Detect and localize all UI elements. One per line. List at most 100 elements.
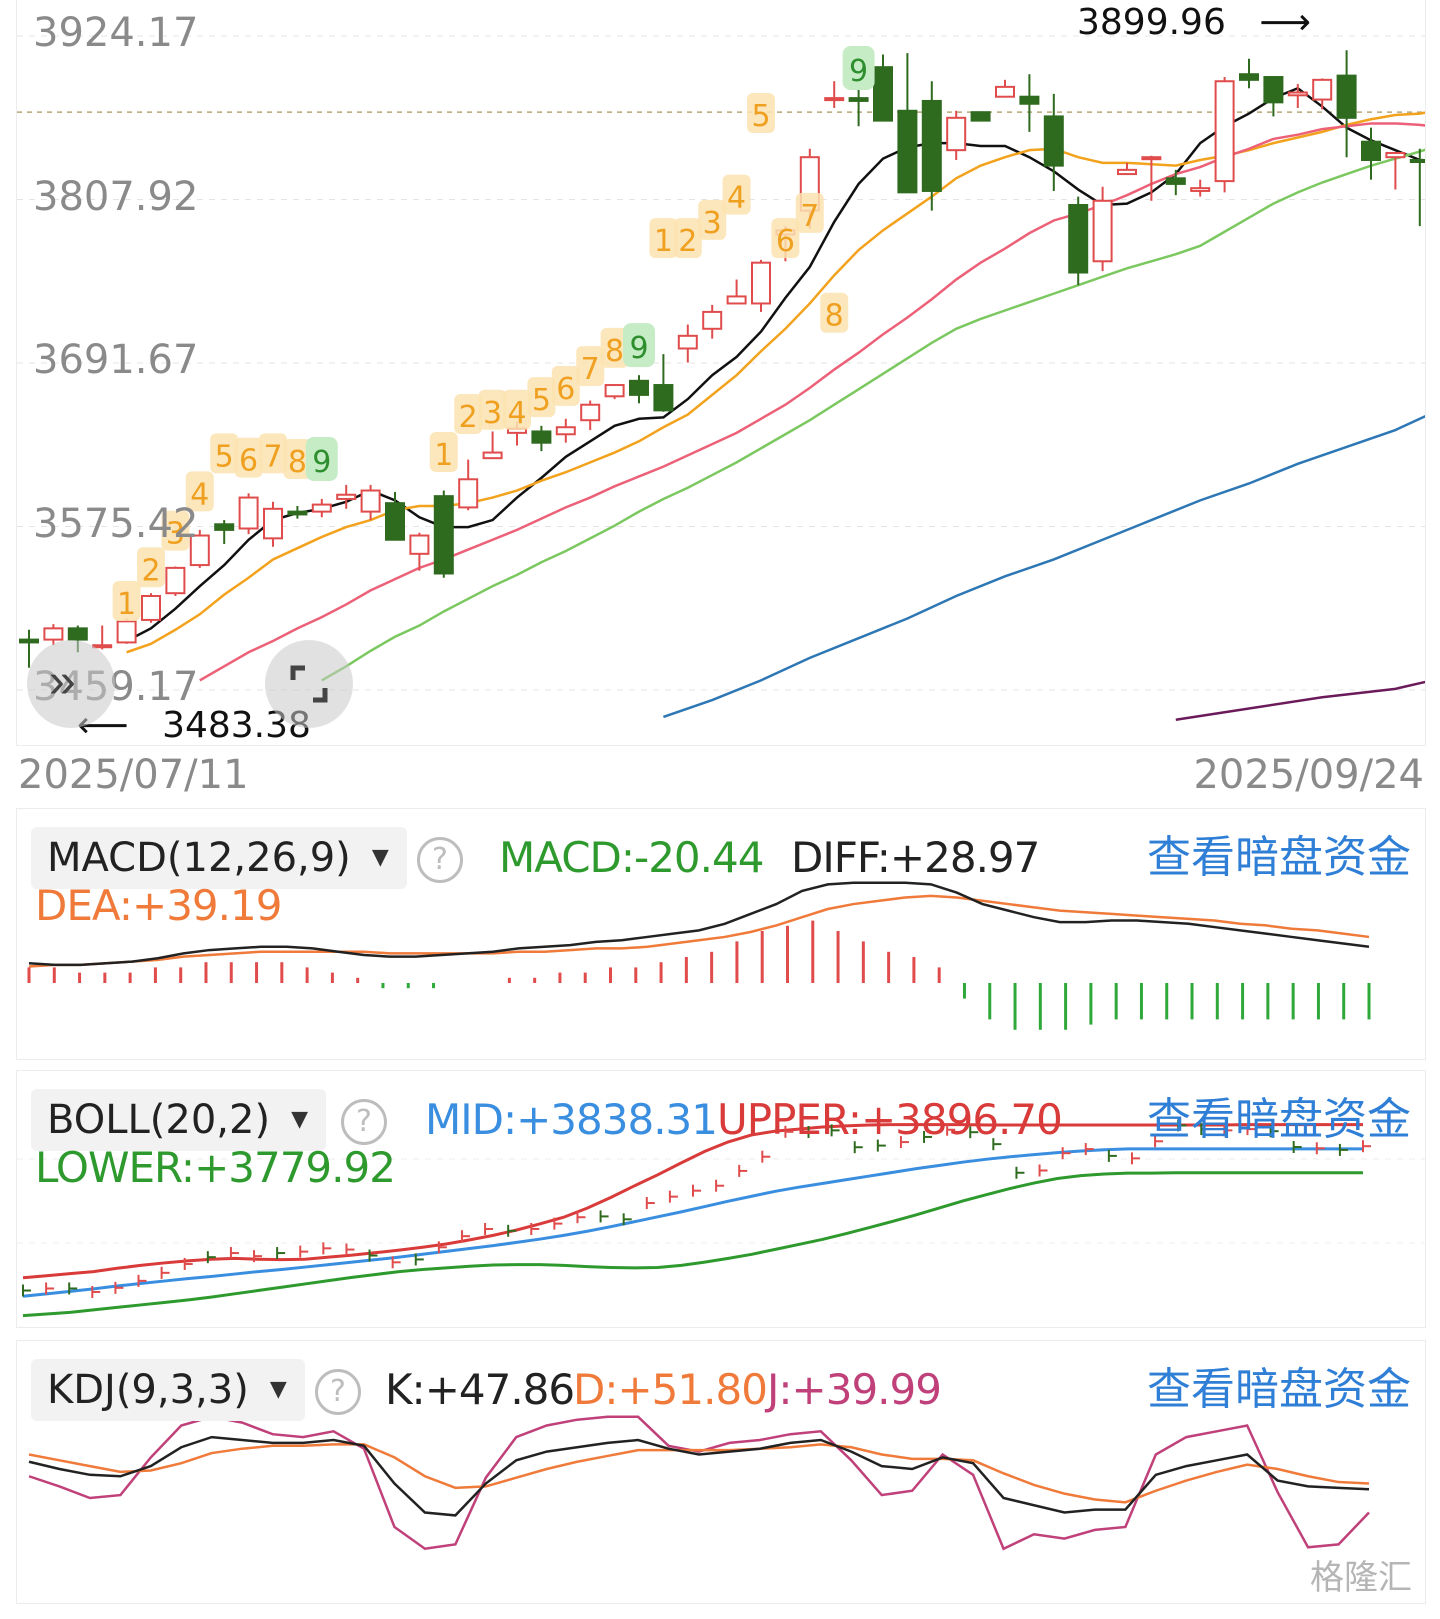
fullscreen-button[interactable]	[265, 640, 353, 728]
candle-up	[751, 261, 771, 305]
candle-down	[970, 111, 991, 122]
help-icon[interactable]: ?	[417, 837, 463, 883]
caret-down-icon: ▼	[291, 1107, 309, 1132]
view-dark-pool-link[interactable]: 查看暗盘资金	[1147, 1095, 1411, 1144]
arrow-right-icon: ⟶	[1259, 2, 1311, 43]
help-icon[interactable]: ?	[341, 1099, 387, 1145]
candle-up	[116, 620, 137, 644]
double-chevron-right-icon: »	[49, 655, 76, 708]
count-nine-label: 9	[849, 54, 868, 89]
candle-down	[1361, 140, 1381, 162]
count-label-bg	[185, 471, 214, 512]
candle-up	[482, 451, 503, 460]
count-label-bg	[210, 433, 239, 474]
candle-up	[409, 534, 430, 555]
count-label-bg	[478, 389, 507, 430]
count-label-bg	[649, 218, 678, 259]
candle-down	[1263, 76, 1284, 104]
dea-line	[28, 894, 1370, 968]
boll-selector[interactable]: BOLL(20,2) ▼	[31, 1089, 327, 1151]
candle-down	[848, 97, 869, 102]
count-label-bg	[820, 292, 849, 333]
boll-mid-line	[22, 1147, 1363, 1298]
count-nine-label: 9	[312, 445, 331, 480]
count-label: 2	[141, 553, 160, 588]
count-label: 3	[703, 206, 722, 241]
count-label-bg	[283, 438, 312, 479]
boll-chart	[17, 1119, 1425, 1318]
candle-up	[1287, 91, 1308, 97]
count-label: 7	[263, 439, 282, 474]
candle-up	[1117, 168, 1137, 176]
high-annotation: 3899.96 ⟶	[1077, 2, 1311, 43]
candle-down	[67, 627, 88, 641]
candle-up	[43, 627, 64, 641]
candle-up	[238, 496, 259, 530]
count-label-bg	[454, 393, 483, 434]
kdj-chart	[28, 1415, 1370, 1551]
candle-up	[336, 493, 357, 500]
candle-up	[604, 384, 625, 398]
count-label: 4	[507, 396, 526, 431]
dea-value: DEA:+39.19	[35, 881, 282, 930]
macd-indicator-name: MACD(12,26,9)	[47, 835, 351, 881]
candle-up	[360, 489, 381, 513]
price-label: 3691.67	[33, 337, 199, 383]
kdj-k-line	[28, 1435, 1370, 1517]
boll-panel: BOLL(20,2) ▼ ? MID:+3838.31 UPPER:+3896.…	[16, 1070, 1426, 1328]
candle-down	[385, 502, 405, 541]
candle-down	[1409, 159, 1425, 164]
count-label: 1	[654, 224, 673, 259]
candle-down	[287, 510, 308, 516]
boll-indicator-name: BOLL(20,2)	[47, 1097, 271, 1143]
date-start: 2025/07/11	[18, 752, 249, 798]
count-label: 6	[239, 444, 258, 479]
candle-up	[995, 85, 1015, 98]
count-label: 7	[800, 199, 819, 234]
candle-down	[1043, 115, 1064, 167]
count-label-bg	[623, 323, 655, 368]
count-label-bg	[747, 93, 775, 134]
macd-selector[interactable]: MACD(12,26,9) ▼	[31, 827, 407, 889]
price-label: 3924.17	[33, 10, 199, 56]
candle-up	[311, 503, 332, 513]
corner-expand-icon	[290, 665, 328, 703]
candle-down	[531, 430, 552, 444]
candle-down	[19, 638, 39, 644]
count-label-bg	[842, 45, 875, 90]
view-dark-pool-link[interactable]: 查看暗盘资金	[1147, 1365, 1411, 1414]
lower-value: LOWER:+3779.92	[35, 1143, 396, 1192]
count-label: 1	[117, 587, 136, 622]
candle-up	[1214, 80, 1235, 183]
count-label-bg	[673, 218, 702, 259]
price-label: 3807.92	[33, 173, 199, 220]
ma-line	[199, 122, 1425, 682]
count-label: 5	[751, 99, 770, 134]
kdj-selector[interactable]: KDJ(9,3,3) ▼	[31, 1359, 305, 1421]
count-label-bg	[305, 436, 338, 481]
count-label-bg	[161, 510, 190, 551]
count-label: 3	[166, 517, 185, 552]
j-value: J:+39.99	[767, 1365, 942, 1414]
view-dark-pool-link[interactable]: 查看暗盘资金	[1147, 833, 1411, 882]
count-label-bg	[600, 327, 629, 368]
candle-up	[1092, 199, 1113, 263]
candle-up	[141, 595, 161, 621]
candle-up	[677, 334, 698, 350]
count-label: 5	[532, 383, 551, 418]
count-label: 1	[434, 438, 453, 473]
candle-down	[214, 523, 235, 531]
caret-down-icon: ▼	[371, 845, 389, 870]
collapse-button[interactable]: »	[27, 640, 115, 728]
candle-down	[653, 384, 674, 412]
ma-line	[321, 148, 1425, 682]
kdj-indicator-name: KDJ(9,3,3)	[47, 1367, 249, 1413]
count-label-bg	[112, 581, 141, 622]
kdj-panel: KDJ(9,3,3) ▼ ? K:+47.86 D:+51.80 J:+39.9…	[16, 1340, 1426, 1604]
price-label: 3575.42	[33, 500, 199, 547]
help-icon[interactable]: ?	[315, 1369, 361, 1415]
count-label-bg	[234, 437, 263, 478]
candle-up	[1385, 151, 1406, 159]
count-label: 8	[825, 299, 844, 334]
